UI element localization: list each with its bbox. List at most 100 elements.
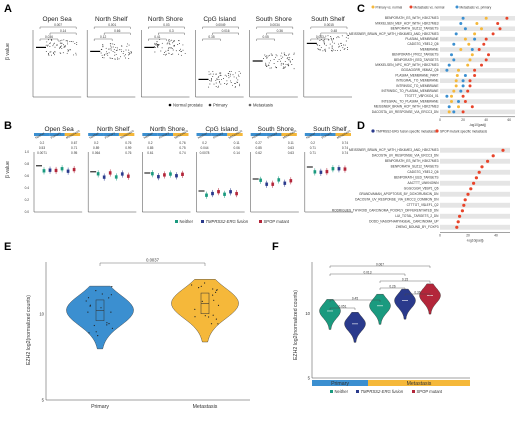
panel-d-point bbox=[462, 203, 466, 207]
panel-a-point bbox=[163, 54, 165, 56]
panel-c-point bbox=[452, 58, 456, 62]
panel-a-point bbox=[49, 42, 51, 44]
panel-a-pvalue-bracket bbox=[202, 26, 239, 29]
panel-e-point bbox=[93, 324, 95, 327]
panel-c-point bbox=[484, 16, 488, 20]
panel-c-legend-label: Metastasis vs. normal bbox=[414, 5, 445, 9]
panel-a-point bbox=[45, 44, 47, 46]
panel-c-point bbox=[463, 27, 467, 31]
panel-a-point bbox=[122, 53, 124, 55]
panel-c-point bbox=[480, 63, 483, 67]
panel-f-pvalue-bracket bbox=[329, 265, 431, 268]
panel-b-strip-label: Neither bbox=[251, 131, 263, 140]
panel-e-point bbox=[106, 324, 108, 326]
panel-a-point bbox=[154, 42, 156, 44]
panel-a-pvalue: 0.05 bbox=[263, 35, 269, 39]
panel-a-point bbox=[103, 54, 105, 56]
panel-a-point bbox=[75, 52, 77, 54]
panel-a-point bbox=[182, 44, 184, 46]
panel-a-point bbox=[278, 59, 280, 61]
panel-a-point bbox=[228, 77, 230, 79]
panel-a-point bbox=[266, 57, 267, 59]
panel-a-point bbox=[239, 85, 241, 87]
panel-a-point bbox=[284, 61, 286, 63]
panel-f-pvalue: 0.013 bbox=[364, 270, 372, 274]
panel-a-point bbox=[271, 67, 272, 69]
panel-f-ylabel: EZH2 log2(normalized counts) bbox=[293, 290, 299, 360]
panel-b-pvalue: 0.75 bbox=[179, 146, 185, 150]
panel-a-point bbox=[239, 72, 241, 74]
panel-a-point bbox=[347, 37, 349, 39]
panel-a-point bbox=[331, 50, 333, 52]
panel-c-xlabel: -log10(padj) bbox=[469, 123, 486, 127]
panel-c-point bbox=[468, 84, 472, 88]
panel-d-term-label: DACOSTA_UV_RESPONSE_VIA_ERCC3_COMMON_DN bbox=[355, 198, 439, 202]
panel-c-point bbox=[484, 58, 488, 62]
panel-b-strip-label: Primary bbox=[267, 131, 279, 140]
panel-a-point bbox=[228, 74, 229, 76]
panel-d-row-band bbox=[440, 224, 510, 230]
panel-c-point bbox=[496, 22, 500, 25]
panel-a-point bbox=[209, 83, 211, 85]
panel-a-point bbox=[72, 41, 74, 43]
panel-a-point bbox=[51, 54, 52, 56]
panel-a-point bbox=[341, 42, 342, 44]
panel-b-box bbox=[96, 172, 100, 176]
panel-a-point bbox=[239, 83, 241, 85]
panel-c-term-label: DACOSTA_UV_RESPONSE_VIA_ERCC3_DN bbox=[372, 110, 439, 114]
panel-a-point bbox=[58, 40, 60, 42]
panel-b-strip bbox=[211, 133, 228, 136]
panel-f-pvalue: 0.051 bbox=[339, 304, 347, 308]
panel-b-strip bbox=[88, 133, 104, 136]
panel-b-box bbox=[114, 175, 118, 179]
panel-a-point bbox=[285, 66, 287, 68]
panel-a-point bbox=[125, 57, 126, 59]
panel-e-point bbox=[201, 300, 203, 302]
panel-a-point bbox=[287, 54, 289, 56]
panel-e-point bbox=[194, 316, 196, 318]
panel-a-point bbox=[228, 73, 230, 75]
panel-f: 5 10 EZH2 log2(normalized counts) 0.067 0.01… bbox=[293, 262, 470, 394]
panel-a-point bbox=[210, 78, 212, 80]
panel-a-point bbox=[210, 80, 212, 82]
panel-e-point bbox=[111, 286, 113, 288]
panel-c-row-band bbox=[440, 109, 515, 115]
panel-a-point bbox=[269, 67, 271, 69]
panel-a-point bbox=[168, 41, 170, 43]
panel-f-group-label: Metastasis bbox=[407, 381, 432, 387]
panel-a-point bbox=[100, 49, 102, 51]
panel-c-point bbox=[505, 16, 509, 20]
panel-a-point bbox=[337, 49, 338, 51]
panel-a-point bbox=[274, 66, 276, 68]
panel-a-point bbox=[108, 48, 110, 50]
panel-c-point bbox=[470, 53, 474, 57]
panel-a-point bbox=[331, 49, 333, 51]
panel-a-point bbox=[332, 49, 334, 51]
panel-a-point bbox=[178, 40, 180, 42]
panel-a-point bbox=[156, 41, 158, 43]
panel-a-point bbox=[233, 76, 235, 78]
panel-a-point bbox=[125, 54, 127, 56]
panel-a-point bbox=[226, 83, 228, 85]
panel-a-point bbox=[54, 46, 56, 48]
panel-d-point bbox=[458, 214, 462, 218]
panel-b-pvalue: 0.27 bbox=[256, 141, 262, 145]
panel-b-strip bbox=[49, 133, 65, 136]
panel-a-point bbox=[273, 63, 275, 64]
panel-a-point bbox=[226, 80, 228, 82]
panel-a-point bbox=[224, 74, 226, 76]
panel-a-point bbox=[325, 50, 327, 52]
panel-a-point bbox=[167, 50, 169, 52]
panel-a-point bbox=[52, 52, 54, 54]
panel-a-point bbox=[125, 49, 127, 51]
panel-a-point bbox=[287, 57, 289, 58]
panel-b-strip bbox=[64, 133, 81, 136]
panel-a-point bbox=[220, 83, 222, 85]
panel-a-facet-title: North Shore bbox=[148, 16, 183, 23]
panel-a-point bbox=[128, 53, 130, 55]
panel-a-point bbox=[215, 79, 217, 81]
panel-e-point bbox=[210, 323, 213, 325]
panel-b-pvalue: 0.99 bbox=[125, 146, 131, 150]
panel-a-point bbox=[344, 48, 346, 50]
